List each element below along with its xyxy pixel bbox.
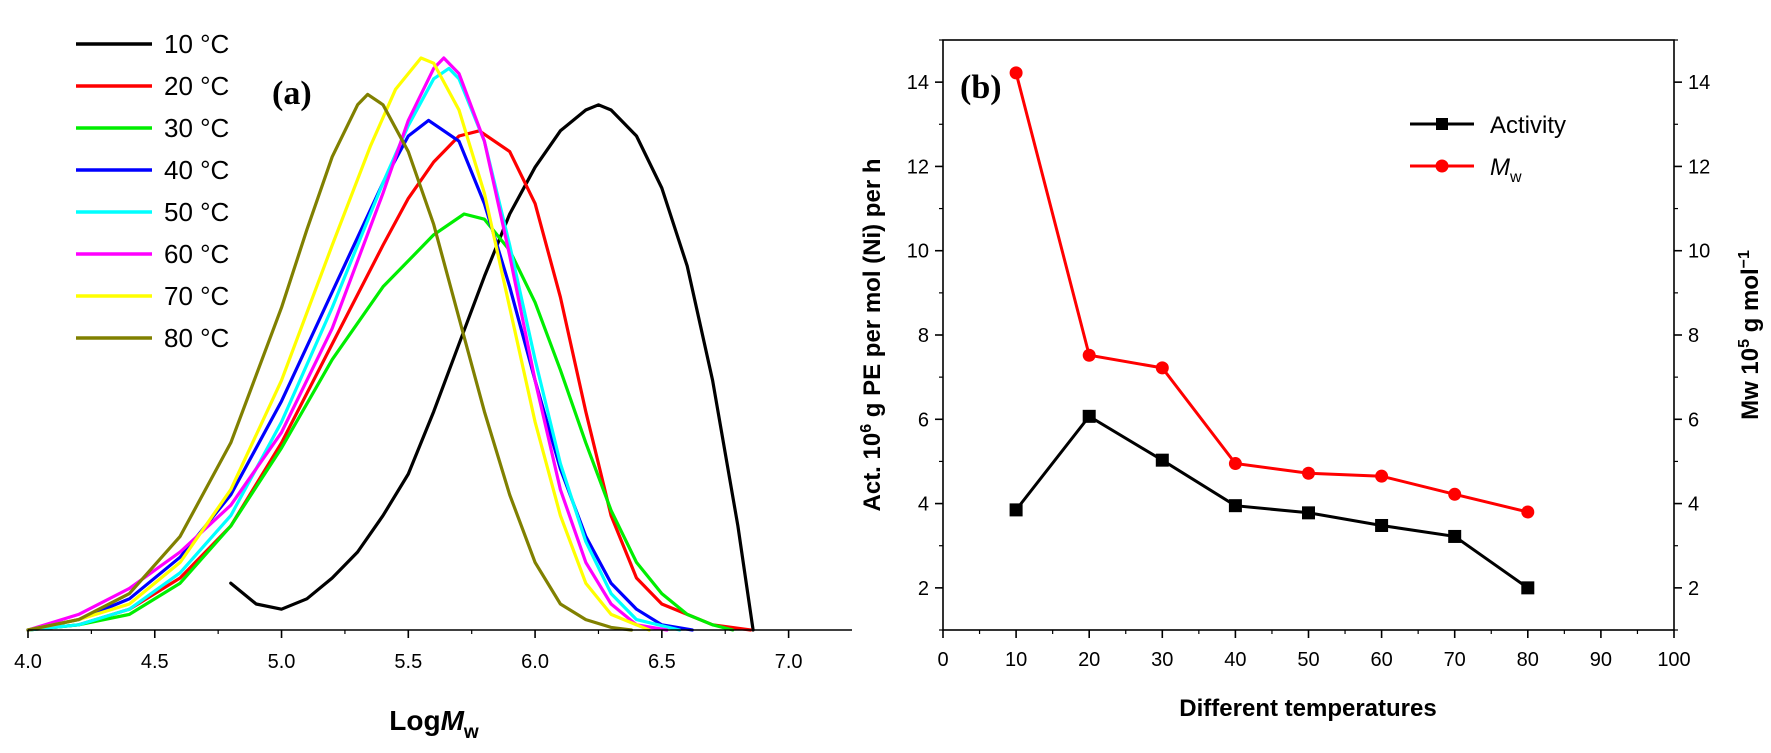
panel-b-y-tick-label-right: 2 <box>1688 578 1699 600</box>
panel-b-x-tick-label: 100 <box>1657 649 1690 671</box>
panel-a-x-tick-label: 6.0 <box>521 651 549 673</box>
panel-a-x-tick-label: 5.0 <box>268 651 296 673</box>
panel-a-x-tick-label: 4.5 <box>141 651 169 673</box>
panel-b-y-tick-label-left: 10 <box>907 241 929 263</box>
panel-b-y-tick-label-left: 8 <box>918 325 929 347</box>
panel-b-y-tick-label-left: 12 <box>907 156 929 178</box>
panel-b-y-tick-label-left: 14 <box>907 72 929 94</box>
panel-b-x-tick-label: 50 <box>1297 649 1319 671</box>
legend-label-1: 10 °C <box>164 29 229 59</box>
panel-b-x-tick-label: 70 <box>1444 649 1466 671</box>
panel-b-y-tick-label-right: 10 <box>1688 241 1710 263</box>
gpc-curve-4 <box>26 118 694 632</box>
panel-b-x-tick-label: 0 <box>937 649 948 671</box>
gpc-curve-8 <box>26 92 634 632</box>
panel-a-x-ticks: 4.0 4.5 5.0 5.5 6.0 6.5 7.0 <box>14 630 803 673</box>
panel-b-x-tick-label: 20 <box>1078 649 1100 671</box>
panel-b-y-tick-label-left: 6 <box>918 409 929 431</box>
activity-point <box>1082 409 1096 423</box>
mw-point <box>1155 361 1169 375</box>
legend-activity-marker <box>1436 118 1448 130</box>
gpc-curve-1 <box>229 103 755 632</box>
legend-mw-marker <box>1435 159 1449 173</box>
panel-b-y-tick-label-right: 8 <box>1688 325 1699 347</box>
activity-point <box>1009 503 1023 517</box>
panel-b-y-tick-label-left: 2 <box>918 578 929 600</box>
legend-mw-label: Mw <box>1490 154 1522 186</box>
panel-b-y-axis-title-right: Mw 105 g mol−1 <box>1736 250 1764 420</box>
panel-a: 4.0 4.5 5.0 5.5 6.0 6.5 7.0 LogMw (a) 10 °C 20 … <box>14 29 852 743</box>
activity-point <box>1521 581 1535 595</box>
panel-b-x-axis-title: Different temperatures <box>1179 695 1436 722</box>
legend-label-4: 40 °C <box>164 155 229 185</box>
gpc-curve-2 <box>26 129 753 632</box>
legend-label-2: 20 °C <box>164 71 229 101</box>
activity-point <box>1448 529 1462 543</box>
panel-b-y-tick-label-right: 6 <box>1688 409 1699 431</box>
panel-b-y-axis-title-left: Act. 106 g PE per mol (Ni) per h <box>858 159 886 512</box>
mw-point <box>1375 469 1389 483</box>
panel-a-x-tick-label: 6.5 <box>648 651 676 673</box>
panel-b-y-tick-label-right: 14 <box>1688 72 1710 94</box>
legend-activity-label: Activity <box>1490 112 1566 139</box>
legend-label-6: 60 °C <box>164 239 229 269</box>
gpc-curve-3 <box>26 212 735 632</box>
legend-label-7: 70 °C <box>164 281 229 311</box>
mw-point <box>1302 466 1315 480</box>
gpc-curve-5 <box>26 66 682 632</box>
panel-a-label: (a) <box>272 75 312 112</box>
panel-b-series <box>1009 66 1535 595</box>
mw-point <box>1009 66 1023 80</box>
panel-b-y-tick-label-left: 4 <box>918 494 929 516</box>
mw-point <box>1082 348 1096 362</box>
panel-b-x-tick-label: 40 <box>1224 649 1246 671</box>
activity-point <box>1302 506 1315 520</box>
panel-b-legend: Activity Mw <box>1410 112 1566 186</box>
panel-a-x-tick-label: 7.0 <box>775 651 803 673</box>
activity-point <box>1155 453 1169 467</box>
panel-b-x-tick-label: 10 <box>1005 649 1027 671</box>
mw-series-line <box>1014 72 1529 514</box>
panel-a-curves <box>26 56 755 632</box>
mw-point <box>1521 505 1535 519</box>
panel-a-legend: 10 °C 20 °C 30 °C 40 °C 50 °C 60 °C 70 °C 80 °C <box>76 29 229 353</box>
panel-b-x-tick-label: 80 <box>1517 649 1539 671</box>
panel-a-x-axis-title: LogMw <box>389 705 479 743</box>
panel-a-x-tick-label: 5.5 <box>394 651 422 673</box>
panel-b-ticks: 0 10 20 30 40 50 60 70 80 90 100 2 2 4 4 6 6 8 8 10 10 12 12 14… <box>907 39 1710 671</box>
legend-label-3: 30 °C <box>164 113 229 143</box>
activity-point <box>1228 499 1242 513</box>
legend-label-8: 80 °C <box>164 323 229 353</box>
panel-b-x-tick-label: 60 <box>1370 649 1392 671</box>
panel-b-label: (b) <box>960 69 1002 106</box>
panel-b-x-tick-label: 90 <box>1590 649 1612 671</box>
panel-b: 0 10 20 30 40 50 60 70 80 90 100 2 2 4 4 6 6 8 8 10 10 12 12 14… <box>858 39 1764 722</box>
legend-label-5: 50 °C <box>164 197 229 227</box>
activity-point <box>1375 518 1389 532</box>
panel-b-y-tick-label-right: 12 <box>1688 156 1710 178</box>
gpc-curve-6 <box>26 56 669 632</box>
activity-series-line <box>1014 414 1529 590</box>
mw-point <box>1228 457 1242 471</box>
panel-a-x-tick-label: 4.0 <box>14 651 42 673</box>
gpc-curve-7 <box>26 56 651 632</box>
panel-b-y-tick-label-right: 4 <box>1688 494 1699 516</box>
mw-point <box>1448 487 1462 501</box>
panel-b-x-tick-label: 30 <box>1151 649 1173 671</box>
